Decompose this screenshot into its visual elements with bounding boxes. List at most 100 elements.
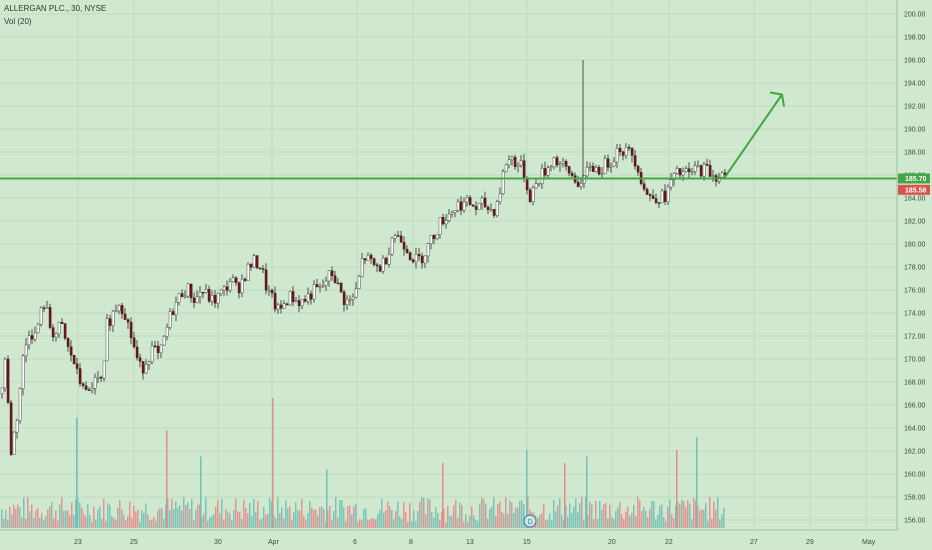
volume-bar xyxy=(603,504,605,528)
volume-bar xyxy=(369,519,371,528)
candle-up xyxy=(672,173,676,180)
candle-down xyxy=(459,201,463,211)
price-axis[interactable]: 156.00 158.00 160.00 162.00 164.00 166.00 168.… xyxy=(904,12,926,525)
volume-bar xyxy=(73,514,75,528)
volume-bar xyxy=(565,505,567,528)
candle-down xyxy=(342,291,346,306)
candle-up xyxy=(0,387,4,394)
level-price-tag: 185.70 xyxy=(898,173,930,184)
volume-bar xyxy=(233,510,235,528)
candle-up xyxy=(552,157,556,167)
candle-up xyxy=(183,295,187,298)
volume-bar xyxy=(601,509,603,528)
volume-bar xyxy=(45,515,47,528)
volume-bar xyxy=(683,501,685,528)
candle-up xyxy=(504,164,508,173)
volume-indicator-label[interactable]: Vol (20) xyxy=(4,17,32,26)
volume-bar xyxy=(609,504,611,528)
volume-bar xyxy=(381,498,383,528)
candle-up xyxy=(561,161,565,164)
candle-down xyxy=(264,269,268,291)
volume-bar xyxy=(337,517,339,528)
candle-down xyxy=(78,368,82,384)
volume-bar xyxy=(653,501,655,528)
y-tick-label: 194.00 xyxy=(904,81,926,88)
volume-bar xyxy=(315,509,317,528)
event-marker-circle[interactable] xyxy=(523,514,537,528)
volume-bar xyxy=(49,506,51,528)
volume-bar xyxy=(451,515,453,528)
candle-down xyxy=(417,254,421,257)
volume-bar xyxy=(543,504,545,528)
volume-bar xyxy=(357,521,359,528)
volume-bar xyxy=(429,499,431,528)
candle-up xyxy=(558,163,562,166)
volume-bar xyxy=(121,509,123,528)
volume-bar xyxy=(345,521,347,528)
volume-bar xyxy=(709,496,711,528)
candle-up xyxy=(267,289,271,292)
volume-spike-bar xyxy=(564,463,566,528)
candle-down xyxy=(468,197,472,206)
candle-up xyxy=(144,364,148,374)
candle-down xyxy=(708,165,712,177)
volume-bar xyxy=(17,504,19,528)
candle-down xyxy=(513,156,517,167)
volume-bar xyxy=(123,514,125,528)
volume-bar xyxy=(383,512,385,528)
candle-up xyxy=(501,171,505,194)
candle-down xyxy=(636,165,640,173)
candle-down xyxy=(567,166,571,174)
volume-bar xyxy=(711,518,713,528)
dividend-event-marker[interactable]: D xyxy=(523,514,537,528)
candle-down xyxy=(363,258,367,261)
volume-bar xyxy=(573,507,575,528)
volume-bar xyxy=(431,512,433,528)
volume-bar xyxy=(293,512,295,528)
x-tick-label: 29 xyxy=(806,539,814,546)
volume-bars xyxy=(1,398,725,528)
candle-up xyxy=(12,431,16,455)
volume-bar xyxy=(561,515,563,528)
projection-arrow[interactable] xyxy=(723,91,785,180)
candle-down xyxy=(597,167,601,175)
volume-bar xyxy=(269,498,271,528)
candle-down xyxy=(699,165,703,177)
volume-bar xyxy=(637,496,639,528)
volume-bar xyxy=(619,502,621,528)
volume-bar xyxy=(593,519,595,528)
candle-up xyxy=(240,278,244,294)
candle-up xyxy=(537,183,541,185)
candle-down xyxy=(207,288,211,302)
candle-up xyxy=(210,295,214,302)
volume-bar xyxy=(103,498,105,528)
volume-bar xyxy=(185,505,187,528)
candle-down xyxy=(543,168,547,176)
candle-up xyxy=(45,307,49,309)
candle-down xyxy=(309,293,313,300)
y-tick-label: 156.00 xyxy=(904,518,926,525)
candle-up xyxy=(24,344,28,357)
candle-up xyxy=(585,167,589,177)
volume-bar xyxy=(611,516,613,528)
candle-up xyxy=(534,183,538,189)
candle-down xyxy=(528,189,532,203)
volume-bar xyxy=(391,510,393,528)
volume-bar xyxy=(47,509,49,528)
volume-bar xyxy=(99,506,101,528)
volume-spike-bar xyxy=(526,450,528,528)
volume-bar xyxy=(171,498,173,528)
volume-bar xyxy=(169,510,171,528)
y-tick-label: 174.00 xyxy=(904,311,926,318)
volume-bar xyxy=(147,515,149,528)
candle-up xyxy=(159,344,163,354)
volume-bar xyxy=(595,501,597,528)
volume-bar xyxy=(483,499,485,528)
volume-bar xyxy=(467,521,469,528)
volume-bar xyxy=(227,511,229,528)
time-axis[interactable]: 23 25 30 Apr 6 8 13 15 20 22 27 29 May xyxy=(74,539,876,546)
volume-bar xyxy=(149,519,151,528)
